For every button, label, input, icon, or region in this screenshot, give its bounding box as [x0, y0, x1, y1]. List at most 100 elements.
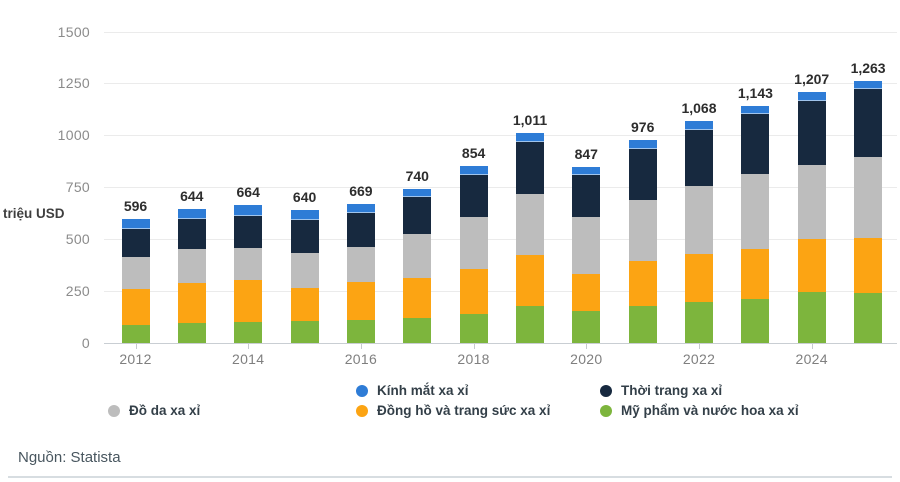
bar-segment: [121, 219, 150, 229]
bar-segment: [741, 249, 770, 299]
bar-value-label: 664: [236, 184, 260, 200]
bar-segment: [346, 204, 375, 213]
y-tick-label: 1000: [57, 127, 90, 143]
bar-segment: [685, 121, 713, 130]
bar-segment: [628, 149, 657, 200]
gridline: [104, 135, 897, 136]
bar-segment: [459, 166, 488, 175]
bar-segment: [516, 255, 544, 306]
bar-value-label: 640: [292, 189, 317, 205]
x-axis-tick: [361, 344, 362, 349]
bar-segment: [290, 210, 319, 220]
bar-segment: [403, 318, 432, 343]
bar-segment: [797, 101, 826, 165]
bar-segment: [346, 320, 375, 343]
bar-segment: [234, 205, 263, 216]
x-tick-label: 2012: [119, 351, 152, 367]
x-axis-tick: [474, 344, 475, 349]
source-attribution: Nguồn: Statista: [18, 449, 121, 466]
bar-segment: [854, 157, 883, 238]
gridline: [104, 32, 897, 33]
bar-segment: [234, 280, 263, 322]
bar-segment: [572, 175, 601, 217]
bar-segment: [177, 249, 206, 283]
bar-segment: [854, 238, 883, 293]
bar-segment: [741, 106, 770, 114]
bar-segment: [290, 220, 319, 253]
y-tick-label: 500: [65, 231, 90, 247]
bar-segment: [516, 194, 544, 255]
bar-segment: [177, 219, 206, 249]
gridline: [104, 83, 897, 84]
bar-segment: [459, 217, 488, 269]
bar-segment: [459, 269, 488, 314]
bar-value-label: 1,143: [737, 85, 773, 101]
legend-marker-fashion-icon: [600, 385, 612, 397]
bar-segment: [121, 325, 150, 343]
bar-segment: [741, 299, 770, 343]
x-axis-line: [104, 343, 897, 344]
gridline: [104, 187, 897, 188]
bar-segment: [516, 142, 544, 194]
legend-marker-cosmetics-perfume-icon: [600, 405, 612, 417]
legend-marker-eyewear-icon: [356, 385, 368, 397]
bar-segment: [121, 229, 150, 257]
bar-segment: [403, 197, 432, 234]
bar-value-label: 1,207: [794, 71, 830, 87]
bar-value-label: 1,011: [512, 112, 548, 128]
legend-label-cosmetics-perfume: Mỹ phẩm và nước hoa xa xỉ: [621, 403, 799, 418]
bar-segment: [403, 234, 432, 278]
bar-segment: [121, 289, 150, 325]
legend-label-leather: Đồ da xa xỉ: [129, 403, 201, 418]
bar-segment: [459, 314, 488, 343]
bar-segment: [516, 306, 544, 343]
x-tick-label: 2016: [344, 351, 378, 367]
bar-segment: [234, 322, 263, 343]
bar-segment: [290, 321, 319, 343]
bar-value-label: 644: [180, 188, 204, 204]
bar-value-label: 847: [574, 146, 598, 162]
footer-divider: [8, 476, 892, 478]
bar-value-label: 854: [461, 145, 486, 161]
gridline: [104, 239, 897, 240]
x-axis-tick: [699, 344, 700, 349]
bar-segment: [628, 140, 657, 149]
gridline: [104, 291, 897, 292]
y-tick-label: 1500: [57, 24, 90, 40]
y-tick-label: 750: [65, 179, 90, 195]
bar-segment: [234, 248, 263, 280]
bar-segment: [234, 216, 263, 248]
bar-segment: [797, 165, 826, 239]
legend-label-eyewear: Kính mắt xa xỉ: [377, 383, 469, 398]
y-axis-unit-label: triệu USD: [3, 206, 65, 221]
bar-segment: [177, 283, 206, 323]
legend-label-watches-jewelry: Đồng hồ và trang sức xa xỉ: [377, 403, 551, 418]
x-axis-tick: [812, 344, 813, 349]
bar-segment: [346, 247, 375, 282]
x-tick-label: 2018: [457, 351, 490, 367]
bar-segment: [685, 254, 713, 302]
x-axis-tick: [586, 344, 587, 349]
legend-marker-leather-icon: [108, 405, 120, 417]
y-tick-label: 0: [81, 335, 90, 351]
bar-segment: [854, 89, 883, 157]
bar-segment: [290, 253, 319, 288]
bar-segment: [572, 217, 601, 274]
bar-segment: [177, 209, 206, 219]
bar-segment: [459, 175, 488, 217]
legend-label-fashion: Thời trang xa xỉ: [621, 383, 723, 398]
bar-value-label: 596: [123, 198, 148, 214]
bar-segment: [854, 293, 883, 343]
bar-segment: [572, 311, 601, 343]
x-axis-tick: [248, 344, 249, 349]
bar-segment: [516, 133, 544, 142]
bar-segment: [121, 257, 150, 289]
y-tick-label: 1250: [57, 75, 90, 91]
x-tick-label: 2022: [682, 351, 716, 367]
bar-value-label: 1,263: [850, 60, 886, 76]
bar-segment: [403, 189, 432, 197]
bar-segment: [628, 306, 657, 343]
bar-segment: [290, 288, 319, 321]
bar-value-label: 976: [631, 119, 655, 135]
